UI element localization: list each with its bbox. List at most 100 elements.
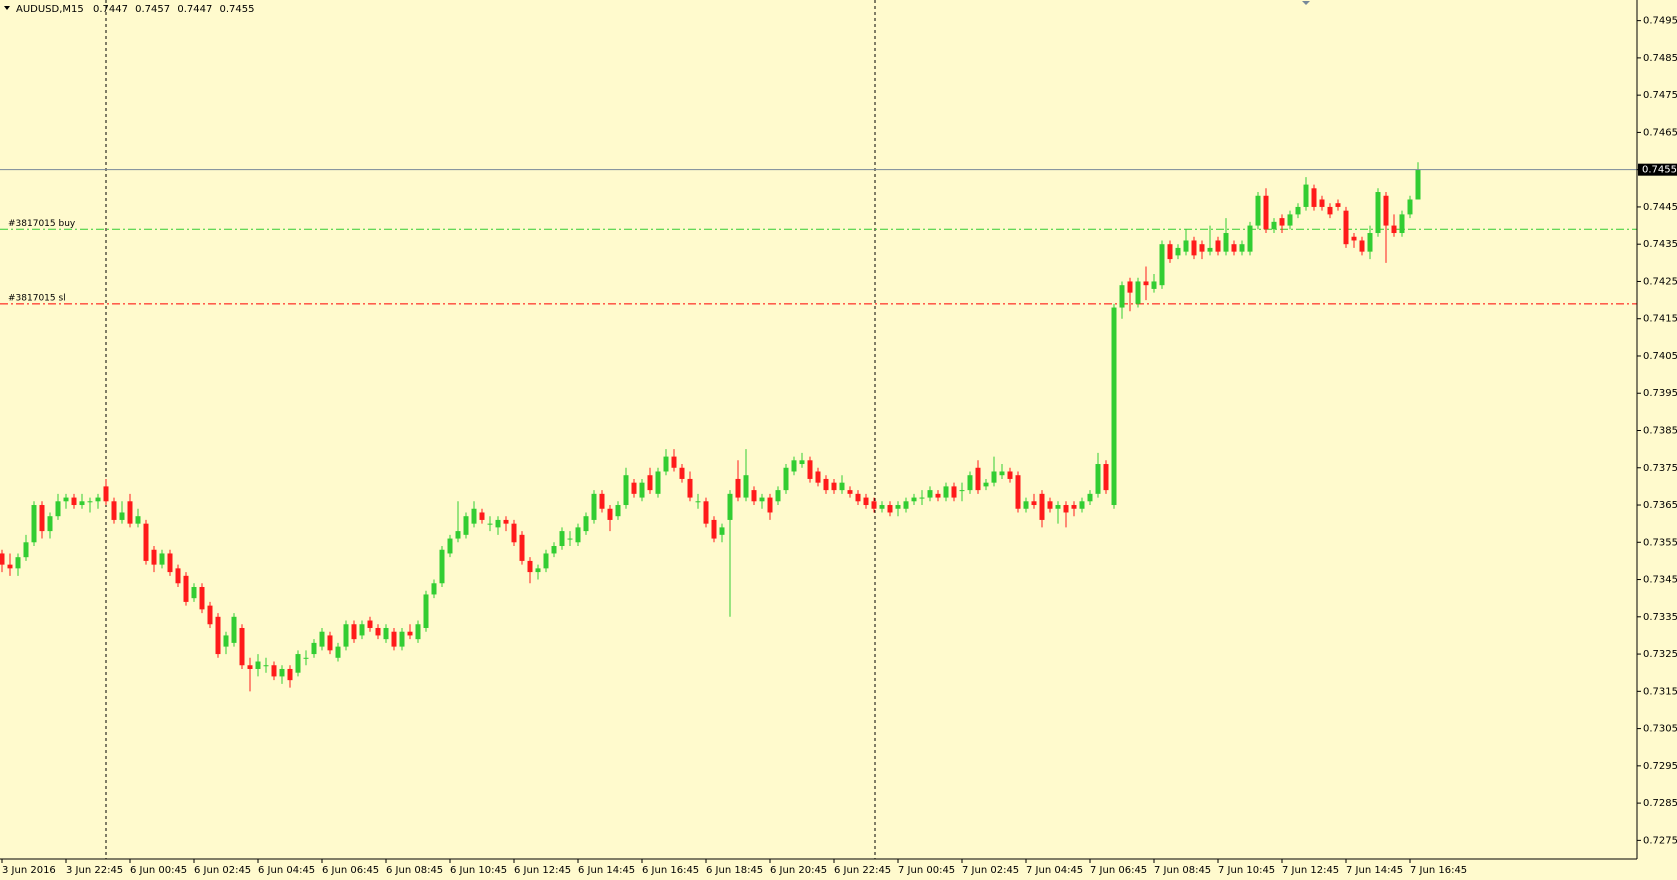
x-tick-label: 7 Jun 04:45 [1026,865,1083,876]
candle-body [215,616,221,655]
candle-body [847,490,853,494]
menu-triangle[interactable] [4,6,10,10]
candle-body [71,497,77,506]
candle-body [975,467,981,491]
candle-body [63,497,69,502]
candle-body [1175,247,1181,256]
candle-body [983,482,989,487]
candle-body [1023,501,1029,509]
y-tick-label: 0.7445 [1643,202,1677,213]
candle-body [871,501,877,509]
candle-body [319,631,325,647]
candle-body [647,475,653,491]
candle-body [1135,281,1141,304]
candle-body [1143,281,1149,286]
y-tick-label: 0.7405 [1643,351,1677,362]
candle-body [295,654,301,673]
candle-body [1255,195,1261,226]
candle-body [207,605,213,625]
shift-marker [1302,1,1310,5]
candle-body [1047,501,1053,509]
candle-body [1383,195,1389,226]
candle-body [335,646,341,658]
candle-body [767,497,773,513]
candle-body [1087,493,1093,502]
candle-body [1119,285,1125,308]
x-tick-label: 7 Jun 14:45 [1346,865,1403,876]
x-tick-label: 7 Jun 00:45 [898,865,955,876]
order-label: #3817015 buy [8,219,76,229]
candle-body [831,482,837,491]
candle-body [1015,475,1021,509]
y-tick-label: 0.7325 [1643,649,1677,660]
candle-body [151,549,157,565]
candle-body [415,624,421,640]
candle-body [823,478,829,491]
candle-body [383,627,389,640]
candle-body [967,475,973,491]
candle-body [55,501,61,517]
candle-body [527,560,533,573]
y-tick-label: 0.7285 [1643,798,1677,809]
x-tick-label: 3 Jun 22:45 [66,865,123,876]
candle-body [863,497,869,506]
candle-body [1415,169,1421,200]
candle-body [855,493,861,502]
candle-body [839,482,845,491]
candle-body [1063,505,1069,513]
candle-body [47,516,53,532]
candle-body [1375,192,1381,234]
candle-body [791,460,797,472]
candle-body [927,490,933,498]
candle-body [639,482,645,498]
y-tick-label: 0.7365 [1643,500,1677,511]
candle-body [1351,236,1357,241]
candle-body [471,508,477,524]
candle-body [231,616,237,643]
y-tick-label: 0.7345 [1643,575,1677,586]
candle-body [127,501,133,524]
candle-body [183,575,189,602]
y-tick-label: 0.7295 [1643,761,1677,772]
candle-body [1039,493,1045,520]
candle-body [487,523,493,525]
order-label: #3817015 sl [8,293,66,303]
candle-body [1103,464,1109,491]
candle-body [567,538,573,540]
x-tick-label: 6 Jun 06:45 [322,865,379,876]
candle-body [119,512,125,520]
candle-body [1247,225,1253,252]
candle-body [1239,244,1245,252]
x-tick-label: 6 Jun 04:45 [258,865,315,876]
candle-body [807,460,813,479]
candle-body [167,553,173,573]
candle-body [7,564,13,569]
candle-body [1159,244,1165,286]
chart-title: AUDUSD,M15 [16,4,84,15]
candle-body [879,505,885,509]
candle-body [727,493,733,520]
candle-body [943,486,949,498]
candle-body [15,557,21,569]
candle-body [1167,244,1173,260]
candle-body [751,490,757,502]
x-tick-label: 6 Jun 08:45 [386,865,443,876]
candle-body [423,594,429,628]
candle-body [959,490,965,492]
candle-body [551,546,557,554]
y-tick-label: 0.7355 [1643,537,1677,548]
y-tick-label: 0.7305 [1643,724,1677,735]
candle-body [1367,233,1373,252]
candle-body [887,505,893,513]
x-tick-label: 7 Jun 02:45 [962,865,1019,876]
candle-body [1287,214,1293,226]
candle-body [255,661,261,669]
candle-body [951,486,957,498]
candle-body [535,568,541,573]
candle-body [559,531,565,547]
y-tick-label: 0.7315 [1643,686,1677,697]
plot-area: 0.7455 [0,162,1677,692]
candle-body [439,549,445,584]
candle-body [583,516,589,532]
